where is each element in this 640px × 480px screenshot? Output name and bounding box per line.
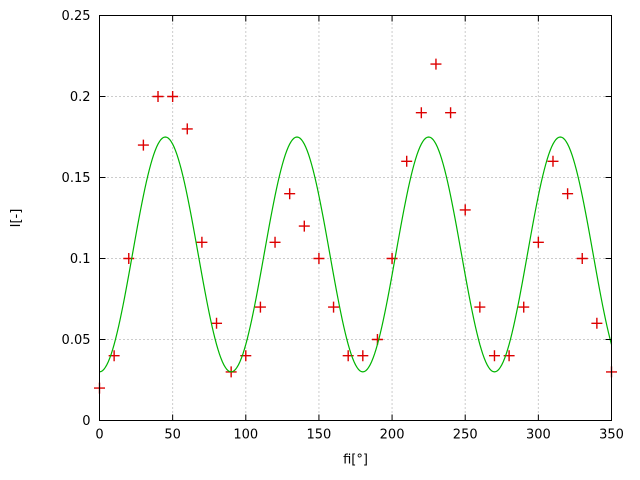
data-point-plus-marker: [562, 188, 574, 200]
data-point-plus-marker: [196, 236, 208, 248]
data-point-plus-marker: [328, 301, 340, 313]
tick-labels: 0 50 100 150 200 250 300 350 0 0.05 0.1 0.15 0.2 0.25: [62, 9, 624, 443]
data-point-plus-marker: [518, 301, 530, 313]
y-tick-label: 0: [82, 414, 90, 429]
data-point-plus-marker: [269, 236, 281, 248]
x-tick-label: 0: [95, 428, 103, 443]
data-point-plus-marker: [254, 301, 266, 313]
data-point-plus-marker: [137, 139, 149, 151]
x-tick-label: 200: [380, 428, 405, 443]
data-point-plus-marker: [576, 253, 588, 264]
x-tick-label: 250: [453, 428, 478, 443]
data-point-plus-marker: [123, 253, 135, 264]
data-point-plus-marker: [474, 301, 486, 313]
plot-frame: [99, 15, 612, 421]
data-point-plus-marker: [415, 107, 427, 119]
data-point-plus-marker: [445, 107, 457, 119]
y-tick-label: 0.25: [62, 9, 91, 24]
data-point-plus-marker: [488, 350, 500, 362]
axis-ticks: [99, 15, 612, 421]
data-point-plus-marker: [298, 220, 310, 232]
x-tick-label: 100: [233, 428, 258, 443]
y-tick-label: 0.2: [70, 90, 91, 105]
data-point-plus-marker: [591, 317, 603, 329]
data-point-plus-marker: [430, 58, 442, 70]
scatter-series: [94, 58, 617, 394]
x-tick-label: 300: [526, 428, 551, 443]
x-tick-label: 50: [164, 428, 181, 443]
y-axis-title: I[-]: [9, 209, 24, 228]
x-axis-title: fi[°]: [343, 453, 368, 468]
x-tick-label: 150: [307, 428, 332, 443]
data-series: [94, 58, 617, 394]
data-point-plus-marker: [284, 188, 296, 200]
data-point-plus-marker: [386, 253, 398, 264]
data-point-plus-marker: [167, 91, 179, 102]
data-point-plus-marker: [459, 204, 471, 216]
data-point-plus-marker: [181, 123, 193, 135]
y-tick-label: 0.15: [62, 171, 91, 186]
data-point-plus-marker: [313, 253, 325, 264]
y-tick-label: 0.05: [62, 333, 91, 348]
x-tick-label: 350: [599, 428, 624, 443]
fit-curve-line: [99, 136, 613, 373]
data-point-plus-marker: [532, 236, 544, 248]
y-tick-label: 0.1: [70, 252, 91, 267]
plot-border: [99, 15, 612, 421]
data-point-plus-marker: [211, 317, 223, 329]
data-point-plus-marker: [357, 350, 369, 362]
data-point-plus-marker: [401, 155, 413, 167]
data-point-plus-marker: [152, 91, 164, 102]
data-point-plus-marker: [547, 155, 559, 167]
